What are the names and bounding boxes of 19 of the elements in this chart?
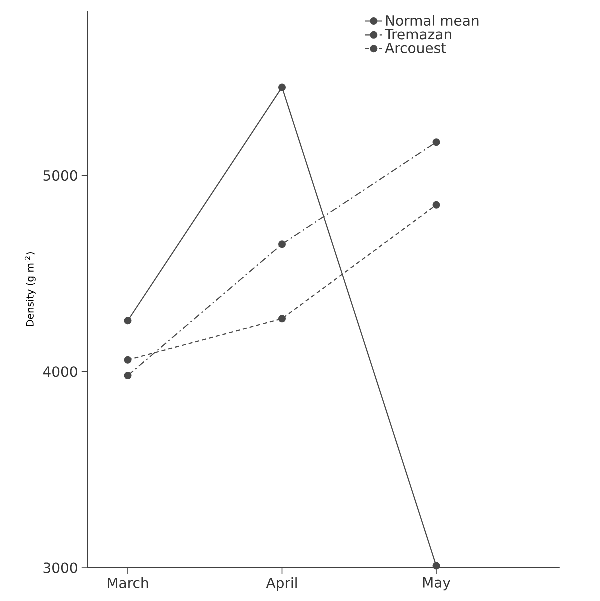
- y-axis-title: Density (g m$^{-2}$): [24, 252, 36, 326]
- x-tick-label: April: [266, 578, 297, 592]
- point: [432, 562, 440, 570]
- legend-label: Tremazan: [384, 29, 452, 40]
- point: [124, 372, 132, 380]
- point: [278, 315, 286, 323]
- legend-label: Normal mean: [386, 15, 479, 26]
- point: [278, 84, 286, 92]
- y-tick-label: 5000: [44, 170, 78, 182]
- point: [124, 317, 132, 325]
- y-tick-label: 4000: [43, 366, 78, 378]
- point: [278, 240, 286, 248]
- y-tick-label: 3000: [44, 562, 78, 574]
- point: [432, 201, 440, 209]
- x-tick-label: March: [108, 578, 148, 588]
- legend-label: Arcouest: [385, 43, 446, 54]
- x-tick-label: May: [423, 578, 451, 591]
- point: [124, 356, 132, 364]
- point: [432, 138, 440, 146]
